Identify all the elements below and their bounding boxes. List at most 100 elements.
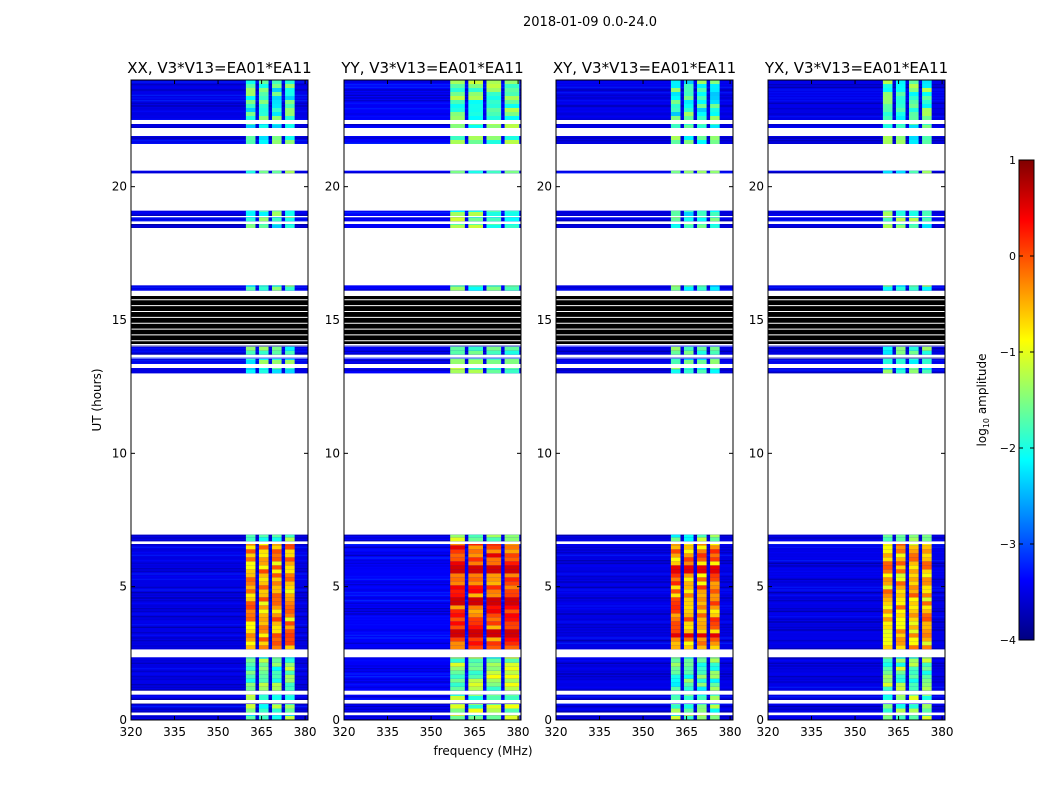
band-cell	[697, 224, 707, 225]
noise-row	[768, 576, 945, 578]
noise-row	[131, 578, 308, 580]
band-cell	[922, 696, 932, 700]
band-cell	[909, 716, 919, 720]
band-cell	[486, 358, 502, 360]
band-cell	[922, 140, 932, 144]
noise-row	[131, 360, 308, 362]
band-cell	[670, 212, 681, 216]
noise-row	[131, 140, 308, 142]
band-cell	[285, 124, 295, 128]
band-cell	[245, 696, 256, 700]
band-cell	[272, 686, 282, 691]
band-cell	[670, 637, 681, 642]
band-cell	[909, 360, 919, 364]
band-cell	[670, 581, 681, 586]
band-cell	[670, 84, 681, 88]
band-cell	[710, 549, 720, 554]
noise-row	[768, 645, 945, 647]
band-cell	[258, 696, 269, 700]
band-cell	[895, 96, 906, 100]
band-cell	[486, 715, 502, 716]
band-cell	[697, 704, 707, 709]
band-cell	[683, 549, 694, 554]
band-cell	[450, 80, 465, 84]
band-cell	[504, 577, 520, 582]
noise-row	[556, 698, 733, 700]
band-cell	[450, 124, 465, 125]
band-cell	[285, 217, 295, 222]
band-cell	[245, 625, 256, 630]
band-cell	[670, 621, 681, 626]
noise-row	[131, 81, 308, 83]
noise-row	[556, 357, 733, 359]
band-cell	[468, 80, 483, 84]
band-cell	[245, 641, 256, 646]
noise-row	[768, 97, 945, 99]
noise-row	[344, 610, 521, 612]
noise-row	[344, 578, 521, 580]
band-cell	[710, 286, 720, 291]
band-cell	[909, 368, 919, 370]
band-cell	[258, 212, 269, 216]
noise-row	[768, 586, 945, 588]
band-cell	[697, 629, 707, 634]
band-cell	[710, 84, 720, 88]
band-cell	[450, 658, 465, 663]
band-cell	[697, 217, 707, 218]
band-cell	[670, 537, 681, 542]
band-cell	[258, 104, 269, 108]
band-cell	[258, 708, 269, 713]
noise-row	[768, 105, 945, 107]
band-cell	[245, 704, 256, 705]
noise-row	[131, 681, 308, 683]
band-cell	[710, 346, 720, 351]
band-cell	[245, 658, 256, 663]
band-cell	[245, 92, 256, 96]
band-cell	[922, 662, 932, 667]
noise-row	[556, 557, 733, 559]
band-cell	[272, 140, 282, 144]
band-cell	[683, 80, 694, 84]
noise-row	[131, 718, 308, 720]
noise-row	[131, 637, 308, 639]
noise-row	[768, 86, 945, 88]
noise-row	[344, 589, 521, 591]
band-cell	[450, 625, 465, 630]
noise-row	[768, 657, 945, 659]
band-cell	[285, 210, 295, 212]
band-cell	[909, 625, 919, 630]
noise-row	[556, 92, 733, 94]
noise-row	[556, 554, 733, 556]
band-cell	[882, 534, 893, 538]
band-cell	[258, 657, 269, 659]
band-cell	[710, 108, 720, 112]
band-cell	[882, 545, 893, 550]
band-cell	[486, 124, 502, 128]
band-cell	[670, 368, 681, 370]
noise-row	[131, 549, 308, 551]
band-cell	[272, 593, 282, 598]
noise-row	[131, 610, 308, 612]
band-cell	[258, 666, 269, 671]
band-cell	[245, 637, 256, 642]
band-cell	[486, 678, 502, 683]
panel-heatmap	[556, 80, 733, 720]
noise-row	[131, 684, 308, 686]
band-cell	[504, 124, 520, 128]
band-cell	[285, 557, 295, 562]
band-cell	[245, 633, 256, 638]
band-cell	[683, 557, 694, 562]
band-cell	[670, 625, 681, 630]
band-cell	[922, 88, 932, 92]
band-cell	[245, 605, 256, 610]
band-cell	[909, 657, 919, 659]
band-cell	[895, 573, 906, 578]
band-cell	[909, 708, 919, 713]
band-cell	[882, 704, 893, 705]
band-cell	[909, 666, 919, 671]
band-cell	[683, 170, 694, 174]
band-cell	[486, 136, 502, 140]
band-cell	[895, 80, 906, 84]
